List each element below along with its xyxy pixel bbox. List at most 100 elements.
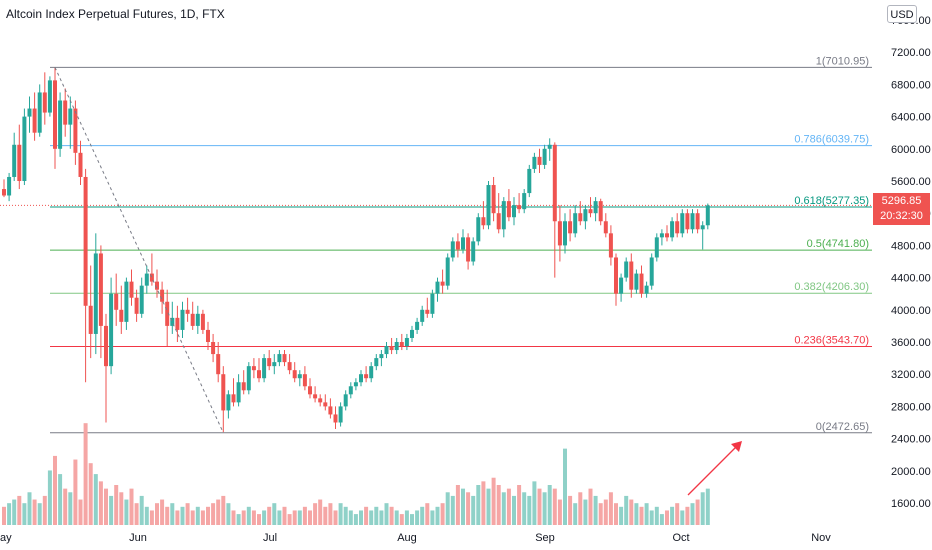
candle-body bbox=[685, 213, 690, 230]
candle-body bbox=[53, 80, 57, 149]
candle-body bbox=[241, 382, 246, 391]
volume-bar bbox=[563, 448, 567, 525]
candle-body bbox=[22, 116, 27, 181]
volume-bar bbox=[348, 510, 353, 525]
y-tick-label: 2800.00 bbox=[891, 401, 931, 413]
volume-bar bbox=[430, 510, 435, 525]
volume-bar bbox=[379, 510, 384, 525]
y-tick-label: 5600.00 bbox=[891, 176, 931, 188]
candle-body bbox=[98, 253, 103, 326]
volume-bar bbox=[267, 506, 272, 525]
candle-body bbox=[557, 221, 562, 246]
volume-bar bbox=[466, 492, 471, 525]
candle-body bbox=[517, 205, 522, 210]
volume-bar bbox=[78, 499, 83, 525]
candle-body bbox=[272, 362, 277, 367]
candle-body bbox=[170, 317, 175, 326]
candle-body bbox=[532, 156, 537, 169]
candle-body bbox=[654, 237, 659, 258]
fib-level-label: 0.786(6039.75) bbox=[794, 134, 869, 146]
volume-bar bbox=[542, 492, 547, 525]
volume-bar bbox=[665, 510, 669, 525]
volume-bar bbox=[369, 510, 374, 525]
volume-bar bbox=[323, 506, 328, 525]
volume-bar bbox=[12, 499, 17, 525]
candle-body bbox=[134, 297, 139, 314]
fib-level-label: 0.236(3543.70) bbox=[794, 335, 869, 347]
candle-body bbox=[364, 374, 369, 379]
x-tick-label: Aug bbox=[397, 532, 417, 544]
candle-body bbox=[359, 374, 363, 383]
candle-body bbox=[542, 148, 547, 165]
candle-body bbox=[328, 406, 333, 415]
x-tick-label: Jul bbox=[263, 532, 277, 544]
candle-body bbox=[700, 225, 705, 230]
candle-body bbox=[399, 342, 404, 347]
candle-body bbox=[695, 213, 700, 230]
volume-arrow-line bbox=[687, 445, 738, 496]
volume-bar bbox=[471, 495, 476, 525]
volume-bar bbox=[476, 485, 481, 525]
candle-body bbox=[190, 313, 195, 326]
volume-bar bbox=[512, 495, 516, 525]
candle-body bbox=[608, 233, 613, 258]
candle-body bbox=[216, 354, 221, 375]
volume-bar bbox=[588, 488, 593, 525]
candle-body bbox=[598, 201, 603, 222]
volume-bar bbox=[598, 503, 603, 525]
volume-bar bbox=[547, 485, 552, 525]
candle-body bbox=[440, 281, 445, 286]
volume-bar bbox=[231, 510, 236, 525]
volume-bar bbox=[573, 503, 578, 525]
candle-body bbox=[17, 144, 22, 181]
candle-body bbox=[12, 144, 17, 177]
volume-bar bbox=[93, 474, 98, 525]
volume-bar bbox=[160, 499, 165, 525]
candle-body bbox=[476, 217, 481, 242]
volume-bar bbox=[557, 499, 562, 525]
candle-body bbox=[139, 285, 144, 314]
candle-body bbox=[593, 201, 598, 214]
candle-body bbox=[614, 257, 618, 294]
volume-bar bbox=[236, 514, 241, 525]
volume-bar bbox=[506, 488, 511, 525]
volume-bar bbox=[649, 510, 654, 525]
candle-body bbox=[455, 241, 460, 250]
x-tick-label: Nov bbox=[811, 532, 831, 544]
volume-bar bbox=[374, 506, 379, 525]
y-tick-label: 2400.00 bbox=[891, 434, 931, 446]
y-tick-label: 6000.00 bbox=[891, 144, 931, 156]
candle-body bbox=[461, 237, 465, 250]
volume-bar bbox=[629, 499, 634, 525]
volume-bar bbox=[144, 506, 149, 525]
candle-body bbox=[491, 185, 496, 214]
volume-bar bbox=[394, 510, 399, 525]
volume-bar bbox=[114, 485, 119, 525]
volume-bar bbox=[690, 503, 695, 525]
volume-bar bbox=[195, 506, 200, 525]
candle-body bbox=[522, 193, 527, 210]
fib-level-label: 1(7010.95) bbox=[816, 55, 869, 67]
candle-body bbox=[471, 241, 476, 262]
x-tick-label: Oct bbox=[672, 532, 689, 544]
fib-level-label: 0.618(5277.35) bbox=[794, 195, 869, 207]
volume-bar bbox=[593, 495, 598, 525]
y-tick-label: 3200.00 bbox=[891, 369, 931, 381]
volume-bar bbox=[200, 510, 205, 525]
volume-bar bbox=[705, 488, 710, 525]
candle-body bbox=[512, 205, 516, 218]
candle-body bbox=[425, 309, 430, 314]
volume-bar bbox=[624, 495, 629, 525]
volume-bar bbox=[206, 506, 210, 525]
candle-body bbox=[649, 257, 654, 286]
volume-bar bbox=[32, 499, 37, 525]
candle-body bbox=[420, 309, 425, 322]
candle-body bbox=[374, 358, 379, 367]
currency-badge[interactable]: USD bbox=[887, 5, 917, 23]
candle-body bbox=[670, 221, 675, 238]
volume-bar bbox=[343, 506, 348, 525]
candle-body bbox=[267, 358, 272, 367]
candle-body bbox=[63, 100, 68, 125]
